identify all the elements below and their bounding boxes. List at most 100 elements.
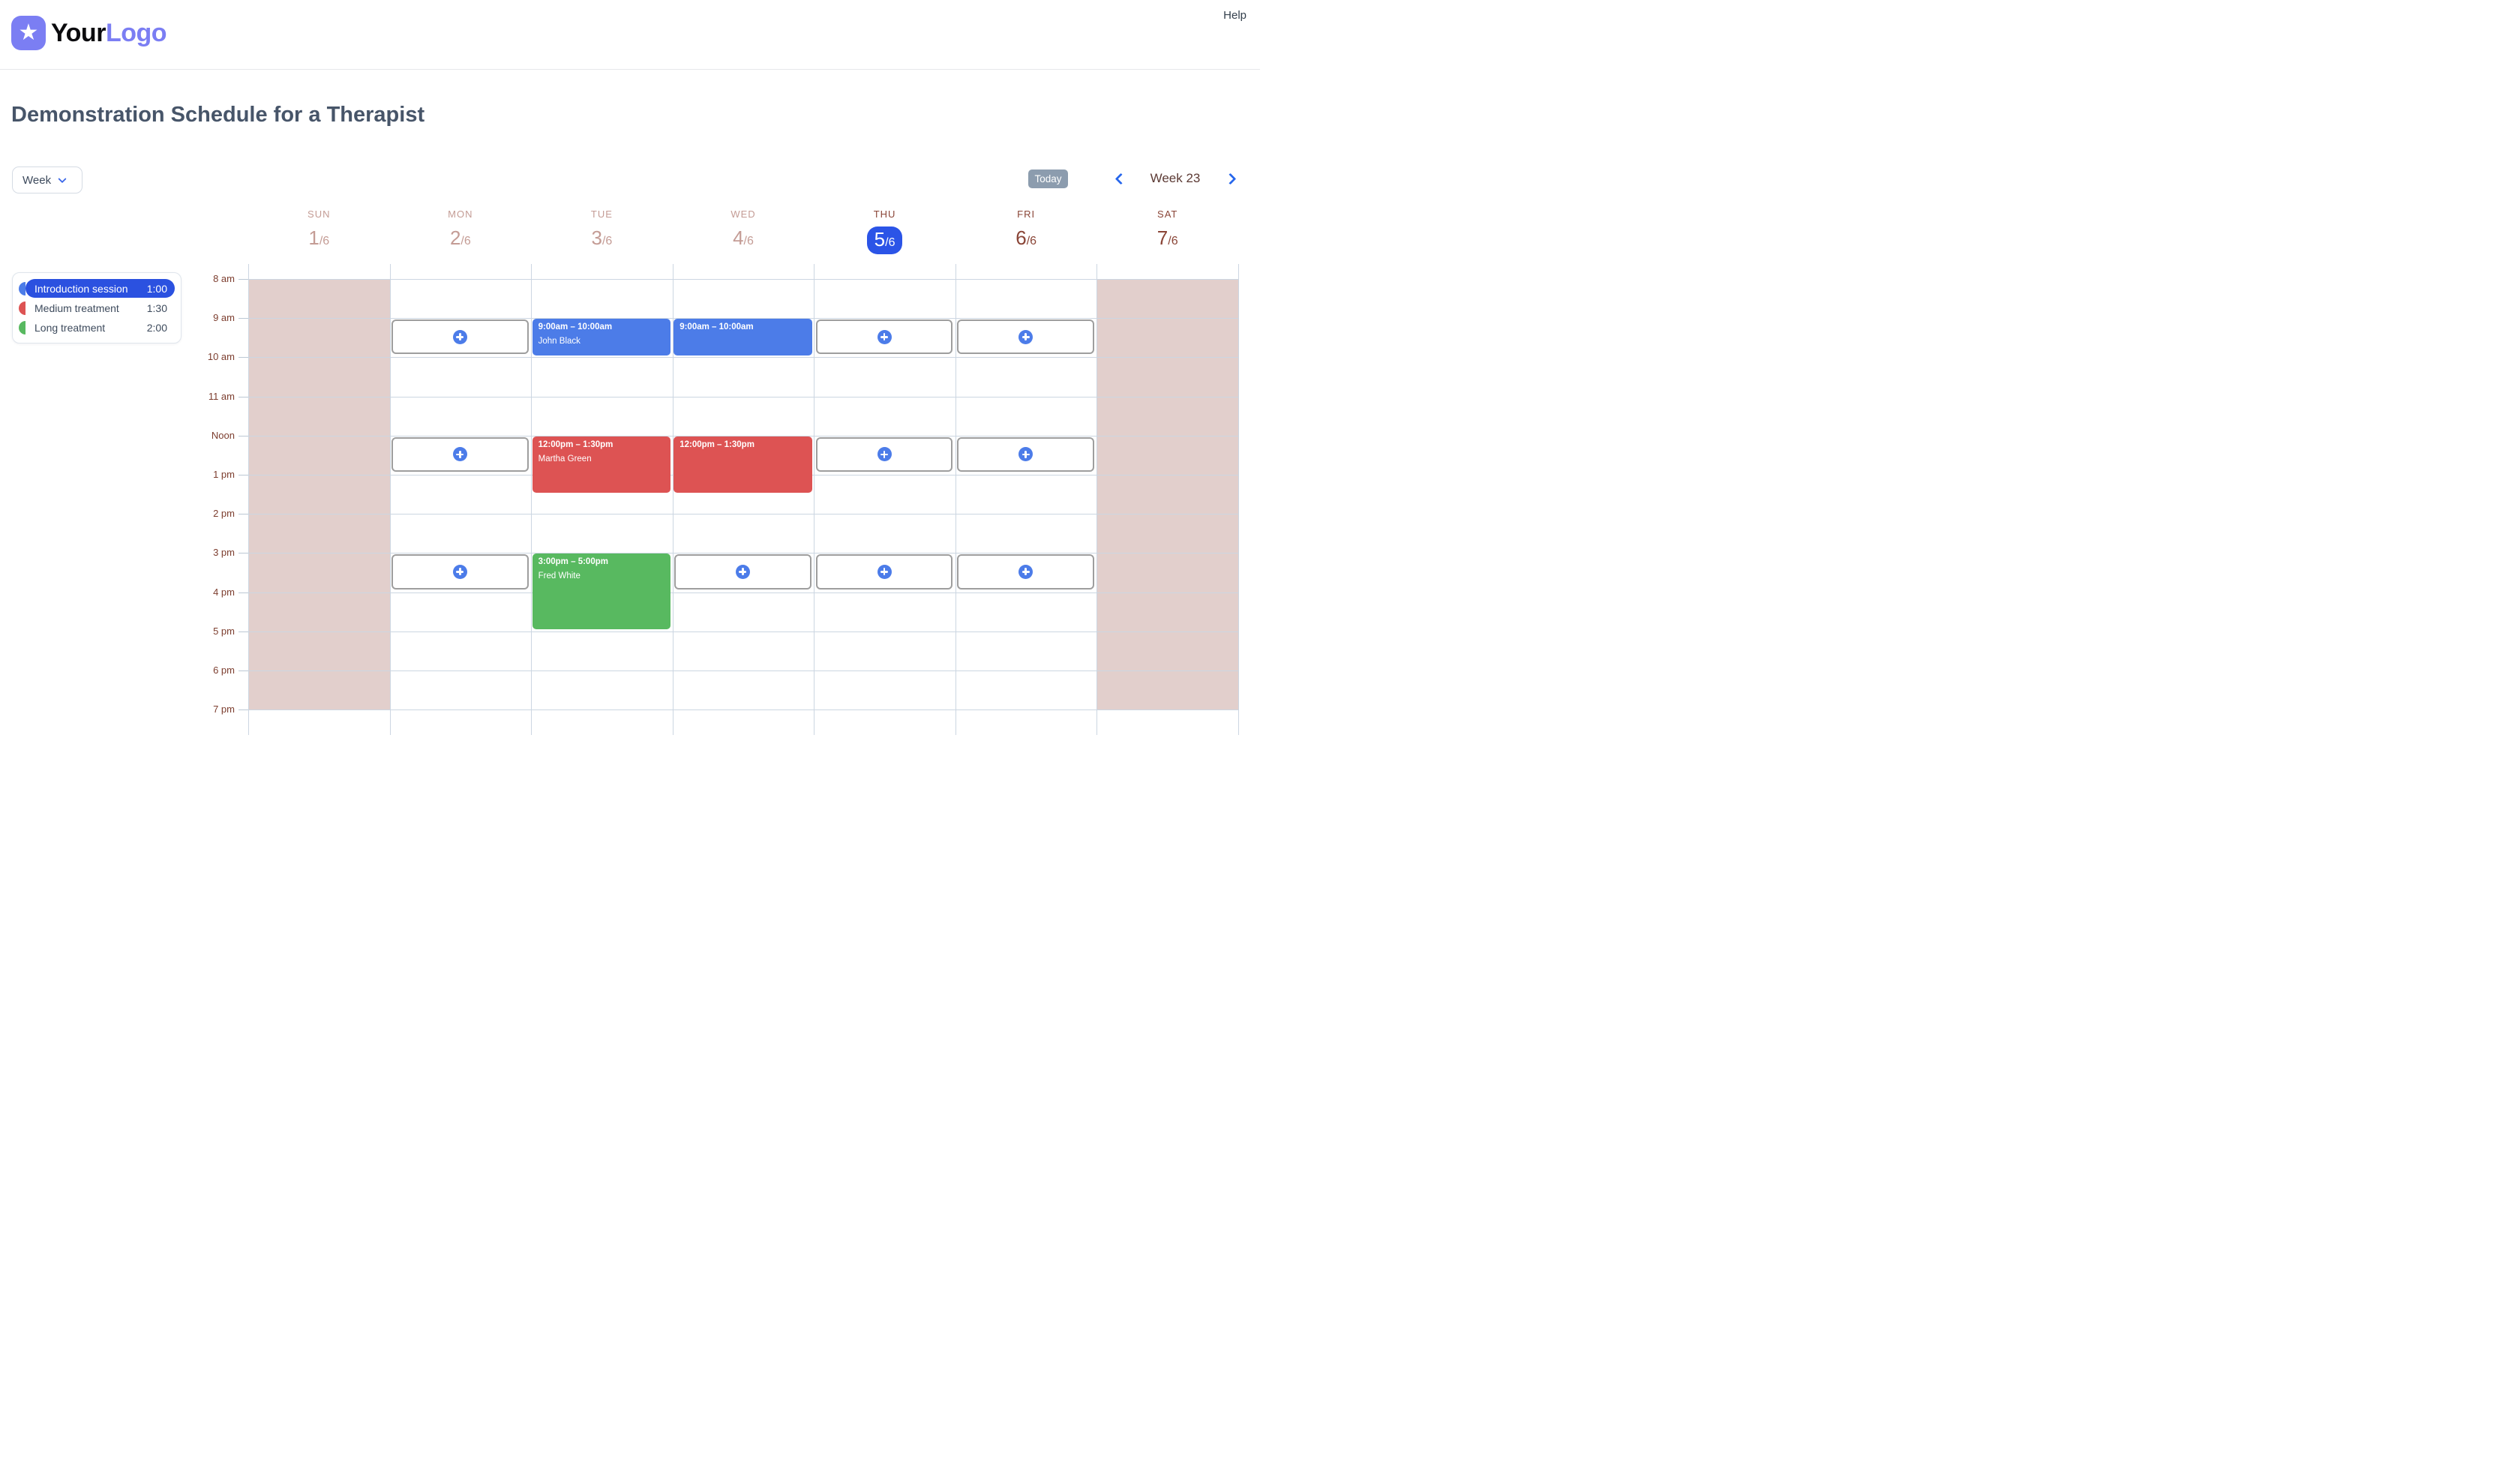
event-client-name: John Black (538, 337, 580, 346)
top-bar: ★ YourLogo Help (0, 0, 1260, 70)
plus-icon (452, 329, 467, 344)
chevron-right-icon (1224, 172, 1237, 185)
grid-line-h (248, 279, 1238, 280)
logo: ★ YourLogo (11, 16, 167, 50)
day-number: 2/6 (449, 226, 471, 249)
service-duration: 1:00 (146, 282, 167, 295)
grid-line-v (248, 264, 249, 735)
logo-your: Your (51, 18, 106, 47)
open-slot-button[interactable] (957, 554, 1094, 590)
chevron-left-icon (1114, 172, 1127, 185)
time-label: 10 am (207, 351, 235, 363)
legend-item-long-treatment[interactable]: Long treatment 2:00 (19, 318, 175, 337)
grid-line-v (1238, 264, 1239, 735)
day-number: 6/6 (1016, 226, 1037, 249)
open-slot-button[interactable] (392, 320, 529, 355)
service-duration: 2:00 (146, 321, 167, 334)
chevron-down-icon (58, 174, 67, 184)
grid-line-v (389, 264, 391, 735)
time-label: 5 pm (213, 625, 235, 637)
legend-item-medium-treatment[interactable]: Medium treatment 1:30 (19, 298, 175, 317)
open-slot-button[interactable] (957, 320, 1094, 355)
prev-week-button[interactable] (1112, 172, 1127, 187)
time-label: 7 pm (213, 704, 235, 716)
day-header-fri: FRI 6/6 (956, 208, 1097, 250)
grid-line-v (672, 264, 674, 735)
grid-line-h (248, 396, 1238, 398)
logo-brand: Logo (105, 18, 167, 47)
open-slot-button[interactable] (392, 554, 529, 590)
time-label: 8 am (213, 273, 235, 284)
day-number: 3/6 (591, 226, 613, 249)
hour-tick (238, 396, 248, 398)
open-slot-button[interactable] (815, 320, 953, 355)
day-label: SAT (1157, 208, 1178, 220)
event-time-label: 12:00pm – 1:30pm (680, 440, 754, 449)
event-time-label: 12:00pm – 1:30pm (538, 440, 614, 449)
time-label: 6 pm (213, 664, 235, 676)
day-header-tue: TUE 3/6 (531, 208, 673, 250)
plus-icon (1018, 447, 1034, 462)
event-time-label: 3:00pm – 5:00pm (538, 557, 608, 567)
plus-icon (1018, 564, 1034, 579)
plus-icon (452, 564, 467, 579)
day-number: 4/6 (733, 226, 754, 249)
service-name: Long treatment (34, 321, 106, 334)
calendar-event[interactable]: 9:00am – 10:00am John Black (532, 319, 671, 356)
service-duration: 1:30 (146, 302, 167, 314)
calendar-event[interactable]: 12:00pm – 1:30pm (674, 436, 812, 493)
service-color-indicator (19, 301, 26, 315)
plus-icon (452, 447, 467, 462)
calendar-event[interactable]: 9:00am – 10:00am (674, 319, 812, 356)
hour-tick (238, 475, 248, 476)
day-header-wed: WED 4/6 (673, 208, 814, 250)
plus-icon (735, 564, 750, 579)
calendar-event[interactable]: 3:00pm – 5:00pm Fred White (532, 554, 671, 630)
time-label: Noon (211, 429, 235, 441)
week-range-label: Week 23 (1150, 171, 1201, 185)
day-number: 7/6 (1156, 226, 1178, 249)
hour-tick (238, 592, 248, 593)
day-label: FRI (1017, 208, 1036, 220)
service-legend: Introduction session 1:00 Medium treatmen… (12, 272, 182, 344)
service-color-indicator (19, 320, 26, 334)
time-label: 9 am (213, 312, 235, 324)
hour-tick (238, 553, 248, 554)
grid-line-h (248, 318, 1238, 320)
time-label: 1 pm (213, 469, 235, 480)
calendar-event[interactable]: 12:00pm – 1:30pm Martha Green (532, 436, 671, 493)
help-link[interactable]: Help (1223, 9, 1246, 22)
open-slot-button[interactable] (815, 554, 953, 590)
legend-item-introduction-session[interactable]: Introduction session 1:00 (19, 279, 175, 298)
day-header-mon: MON 2/6 (390, 208, 532, 250)
time-label: 3 pm (213, 547, 235, 559)
service-name: Medium treatment (34, 302, 119, 314)
grid-line-h (248, 553, 1238, 554)
open-slot-button[interactable] (392, 436, 529, 472)
service-name: Introduction session (34, 282, 128, 295)
page-title: Demonstration Schedule for a Therapist (11, 103, 425, 127)
time-label: 11 am (208, 390, 235, 402)
open-slot-button[interactable] (957, 436, 1094, 472)
day-number-today: 5/6 (814, 226, 956, 254)
open-slot-button[interactable] (815, 436, 953, 472)
logo-text: YourLogo (51, 18, 167, 48)
day-label: TUE (590, 208, 613, 220)
next-week-button[interactable] (1224, 172, 1240, 187)
plus-icon (877, 447, 892, 462)
view-selector[interactable]: Week (12, 166, 82, 194)
grid-line-v (531, 264, 532, 735)
grid-line-h (248, 357, 1238, 358)
plus-icon (1018, 329, 1034, 344)
open-slot-button[interactable] (674, 554, 812, 590)
hour-tick (238, 357, 248, 358)
event-time-label: 9:00am – 10:00am (538, 322, 613, 332)
day-label: SUN (308, 208, 331, 220)
plus-icon (877, 329, 892, 344)
hour-tick (238, 318, 248, 320)
view-selector-label: Week (22, 173, 52, 187)
today-button[interactable]: Today (1028, 170, 1068, 188)
event-client-name: Fred White (538, 572, 580, 581)
day-header-sat: SAT 7/6 (1096, 208, 1238, 250)
time-label: 4 pm (213, 586, 235, 598)
